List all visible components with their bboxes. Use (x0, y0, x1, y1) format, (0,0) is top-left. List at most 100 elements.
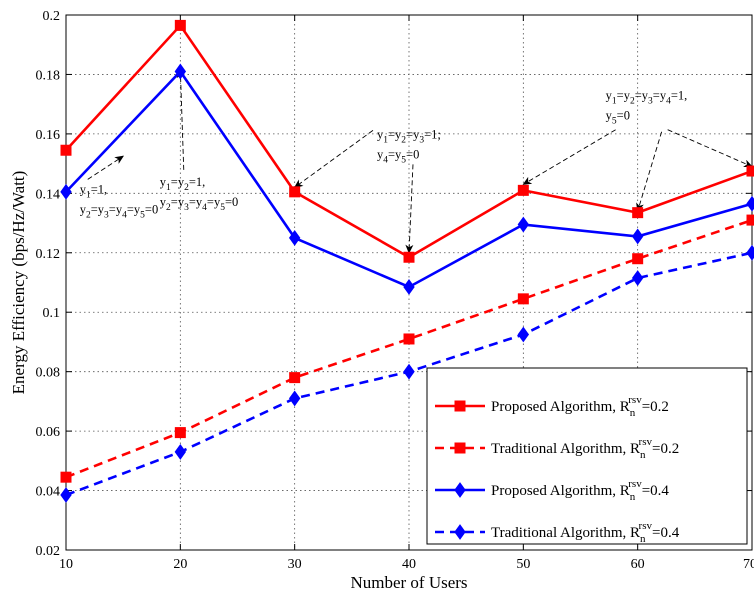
annotation-arrow (293, 129, 374, 188)
annotation-value: =1, (189, 175, 205, 189)
legend-subscript: n (640, 533, 646, 545)
annotation-subscript: 2 (166, 203, 171, 213)
legend-value: =0.4 (642, 483, 670, 499)
annotation-subscript: 5 (220, 203, 225, 213)
data-point (403, 363, 415, 380)
legend-superscript: rsv (628, 394, 642, 406)
annotation-subscript: 2 (184, 183, 189, 193)
data-point (174, 443, 187, 460)
legend-item-1: Proposed Algorithm, Rnrsv=0.2 (435, 394, 669, 419)
annotation-value: = (189, 195, 196, 209)
annotation-arrow (405, 164, 414, 254)
legend-superscript: rsv (639, 436, 653, 448)
data-point (631, 228, 644, 245)
annotation-text: y2=y3=y4=y5=0 (80, 202, 159, 220)
annotation-subscript: 2 (401, 135, 406, 145)
annotation-subscript: 4 (202, 203, 207, 213)
legend-superscript: rsv (639, 520, 653, 532)
annotation-text: y1=y2=y3=1; (377, 127, 441, 145)
annotation-symbol: y (116, 202, 123, 216)
annotation-value: =1; (424, 127, 441, 141)
annotation-symbol: y (660, 89, 667, 103)
data-point (746, 195, 754, 212)
annotation-value: =0 (145, 202, 158, 216)
y-tick-label: 0.12 (36, 247, 61, 262)
data-point (746, 165, 754, 177)
annotation-symbol: y (413, 127, 420, 141)
data-point (174, 63, 187, 80)
annotation-symbol: y (196, 195, 203, 209)
legend-label: Proposed Algorithm, Rnrsv=0.4 (491, 478, 669, 503)
annotation-symbol: y (377, 127, 384, 141)
annotation-subscript: 5 (140, 210, 145, 220)
annotation-arrow (522, 129, 616, 185)
annotation-symbol: y (624, 89, 631, 103)
annotation-subscript: 3 (104, 210, 109, 220)
data-point (288, 229, 301, 246)
annotation-symbol: y (160, 175, 167, 189)
annotation-subscript: 1 (166, 183, 171, 193)
x-tick-label: 20 (173, 557, 187, 572)
legend-item-4: Traditional Algorithm, Rnrsv=0.4 (435, 520, 680, 545)
annotation-value: = (171, 175, 178, 189)
data-point (454, 482, 466, 498)
annotation-symbol: y (606, 109, 613, 123)
annotation-4: y1=y2=y3=y4=1,y5=0 (522, 89, 753, 213)
y-tick-label: 0.02 (36, 544, 61, 559)
annotation-symbol: y (80, 182, 87, 196)
annotation-value: =0 (225, 195, 238, 209)
annotation-arrow (667, 129, 753, 168)
annotation-subscript: 3 (184, 203, 189, 213)
y-tick-label: 0.08 (36, 366, 61, 381)
data-point (746, 214, 754, 226)
annotations: y1=1,y2=y3=y4=y5=0y1=y2=1,y2=y3=y4=y5=0y… (80, 68, 753, 254)
y-tick-label: 0.14 (36, 187, 61, 202)
annotation-subscript: 3 (419, 135, 424, 145)
y-tick-label: 0.04 (36, 485, 61, 500)
legend-item-2: Traditional Algorithm, Rnrsv=0.2 (435, 436, 679, 461)
annotation-subscript: 5 (401, 155, 406, 165)
annotation-symbol: y (80, 202, 87, 216)
y-tick-label: 0.06 (36, 425, 61, 440)
annotation-symbol: y (178, 195, 185, 209)
annotation-symbol: y (606, 89, 613, 103)
annotation-symbol: y (214, 195, 221, 209)
annotation-text: y5=0 (606, 109, 630, 127)
annotation-1: y1=1,y2=y3=y4=y5=0 (80, 155, 159, 220)
data-point (454, 524, 466, 540)
legend-value: =0.4 (652, 525, 680, 541)
annotation-symbol: y (178, 175, 185, 189)
series-line-4 (60, 244, 754, 503)
annotation-arrow (636, 131, 663, 213)
annotation-arrow (87, 155, 125, 180)
legend-label: Traditional Algorithm, Rnrsv=0.4 (491, 520, 680, 545)
legend-value: =0.2 (642, 399, 669, 415)
legend-item-3: Proposed Algorithm, Rnrsv=0.4 (435, 478, 669, 503)
data-point (403, 251, 415, 263)
data-point (517, 293, 529, 305)
data-point (174, 19, 186, 31)
annotation-value: =1, (671, 89, 687, 103)
annotation-value: = (653, 89, 660, 103)
annotation-2: y1=y2=1,y2=y3=y4=y5=0 (160, 68, 238, 213)
annotation-value: = (127, 202, 134, 216)
data-point (631, 270, 644, 286)
legend: Proposed Algorithm, Rnrsv=0.2 Traditional… (426, 367, 748, 545)
annotation-value: =1, (91, 182, 107, 196)
axis-ticks: 10 20 30 40 50 60 70 0.02 0.04 0.06 0.08 0.1 0.12 0.1… (36, 9, 754, 572)
annotation-symbol: y (160, 195, 167, 209)
annotation-symbol: y (395, 127, 402, 141)
annotation-subscript: 5 (612, 117, 617, 127)
data-point (60, 183, 72, 200)
y-axis-label: Energy Efficiency (bps/Hz/Watt) (9, 171, 28, 395)
annotation-subscript: 1 (612, 97, 617, 107)
data-point (517, 326, 530, 343)
series-line-3 (60, 63, 754, 295)
annotation-value: = (388, 127, 395, 141)
annotation-subscript: 2 (630, 97, 635, 107)
annotation-3: y1=y2=y3=1;y4=y5=0 (293, 127, 441, 254)
data-point (517, 216, 530, 233)
x-tick-label: 70 (743, 557, 754, 572)
annotation-value: = (91, 202, 98, 216)
